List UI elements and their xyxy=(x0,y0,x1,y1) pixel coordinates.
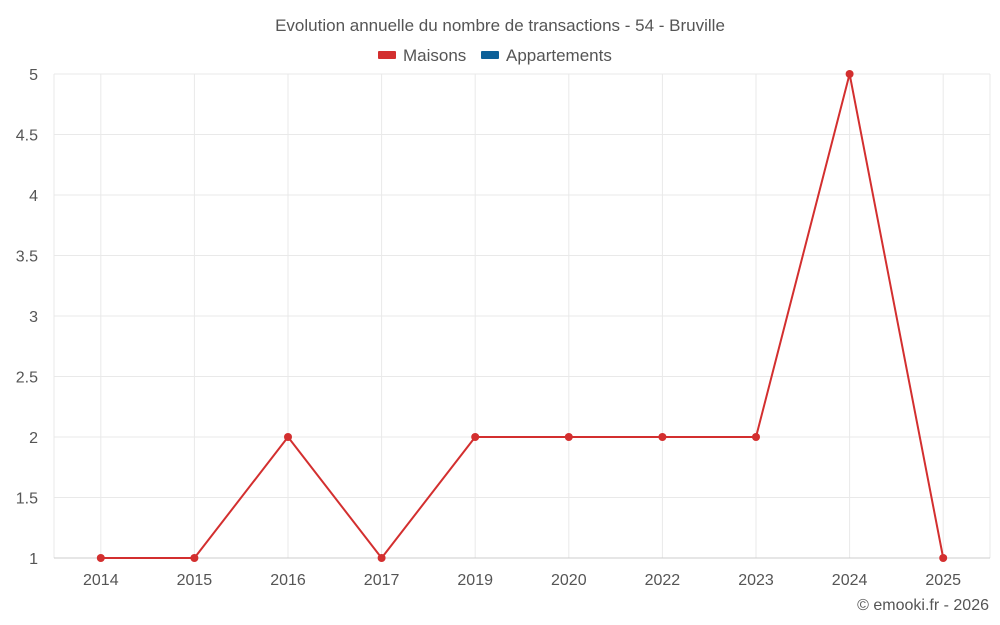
y-tick-label: 3.5 xyxy=(16,249,38,266)
y-tick-label: 5 xyxy=(29,67,38,84)
x-tick-label: 2020 xyxy=(551,572,587,589)
x-tick-label: 2022 xyxy=(645,572,681,589)
data-point[interactable] xyxy=(190,554,199,562)
series-maisons xyxy=(96,70,948,562)
x-tick-label: 2024 xyxy=(832,572,868,589)
credit-text: © emooki.fr - 2026 xyxy=(857,597,989,614)
data-point[interactable] xyxy=(564,433,573,441)
y-tick-label: 1.5 xyxy=(16,491,38,508)
chart-title: Evolution annuelle du nombre de transact… xyxy=(275,16,725,35)
data-point[interactable] xyxy=(658,433,667,441)
data-point[interactable] xyxy=(471,433,480,441)
legend-label-appartements: Appartements xyxy=(506,46,612,65)
grid xyxy=(53,73,991,559)
y-tick-label: 4 xyxy=(29,188,38,205)
x-tick-label: 2019 xyxy=(457,572,493,589)
y-axis-ticks: 1 1.5 2 2.5 3 3.5 4 4.5 5 xyxy=(16,67,38,568)
legend-item-appartements[interactable]: Appartements xyxy=(481,46,612,65)
data-point[interactable] xyxy=(377,554,386,562)
x-axis-ticks: 2014 2015 2016 2017 2019 2020 2022 2023 2024 2025 xyxy=(83,572,961,589)
x-tick-label: 2025 xyxy=(925,572,961,589)
series-line-maisons xyxy=(100,73,945,559)
x-tick-label: 2023 xyxy=(738,572,774,589)
y-tick-label: 2.5 xyxy=(16,370,38,387)
x-tick-label: 2014 xyxy=(83,572,119,589)
x-tick-label: 2017 xyxy=(364,572,400,589)
data-point[interactable] xyxy=(96,554,105,562)
y-tick-label: 4.5 xyxy=(16,128,38,145)
x-tick-label: 2016 xyxy=(270,572,306,589)
y-tick-label: 2 xyxy=(29,430,38,447)
x-tick-label: 2015 xyxy=(177,572,213,589)
legend-label-maisons: Maisons xyxy=(403,46,466,65)
legend-item-maisons[interactable]: Maisons xyxy=(378,46,466,65)
data-point[interactable] xyxy=(752,433,760,441)
legend-swatch-appartements xyxy=(481,51,499,59)
data-point[interactable] xyxy=(284,433,292,441)
y-tick-label: 1 xyxy=(29,551,38,568)
y-tick-label: 3 xyxy=(29,309,38,326)
data-point[interactable] xyxy=(845,70,854,78)
legend-swatch-maisons xyxy=(378,51,396,59)
data-point[interactable] xyxy=(939,554,948,562)
legend[interactable]: Maisons Appartements xyxy=(378,46,612,65)
